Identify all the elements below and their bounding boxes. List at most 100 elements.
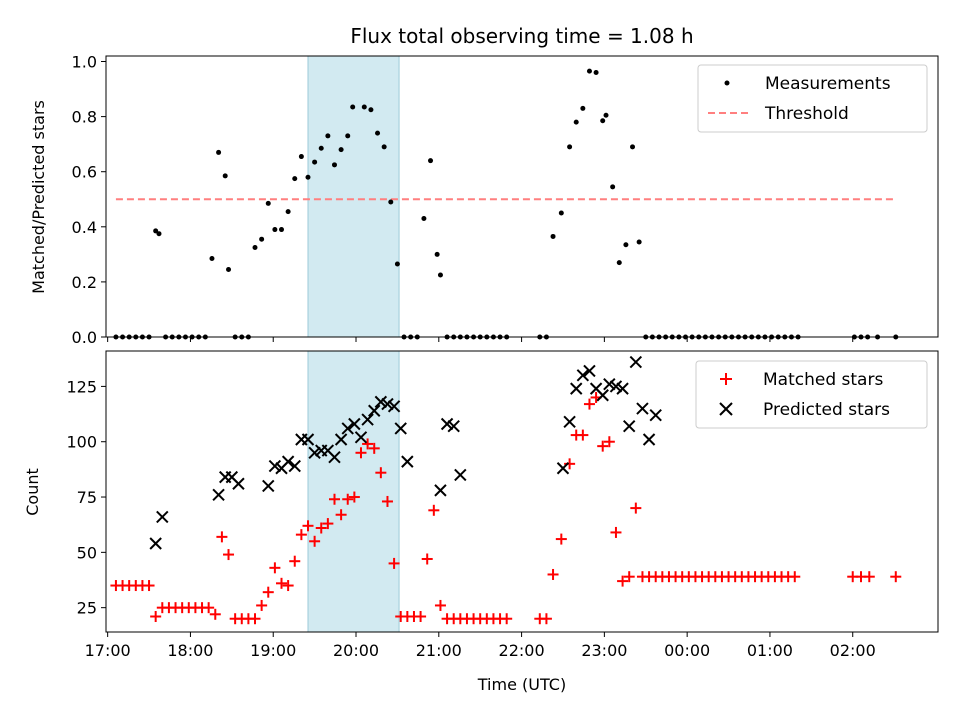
top-point xyxy=(298,154,304,160)
top-point xyxy=(325,133,331,139)
top-plot-area: 0.0 0.2 0.4 0.6 0.8 1.0 xyxy=(72,53,939,347)
bottom-matched-point xyxy=(342,493,354,505)
bottom-matched-point xyxy=(209,608,221,620)
bottom-matched-point xyxy=(315,522,327,534)
bottom-matched-point xyxy=(630,502,642,514)
top-point xyxy=(292,176,298,182)
bottom-predicted-point xyxy=(649,408,662,422)
bottom-y-tick-label: 50 xyxy=(77,543,97,562)
bottom-y-axis-label: Count xyxy=(23,468,42,516)
bottom-x-axis-label: Time (UTC) xyxy=(477,675,566,694)
top-point xyxy=(285,209,291,215)
bottom-predicted-point xyxy=(609,380,623,393)
bottom-matched-point xyxy=(428,504,440,516)
bottom-predicted-point xyxy=(401,455,414,468)
bottom-predicted-point xyxy=(623,420,636,433)
top-point xyxy=(567,144,573,150)
bottom-matched-point xyxy=(501,613,513,625)
bottom-matched-point xyxy=(362,438,374,450)
top-point xyxy=(550,233,556,239)
top-chart-title: Flux total observing time = 1.08 h xyxy=(350,24,693,48)
bottom-matched-point xyxy=(269,562,281,574)
bottom-x-tick-label: 20:00 xyxy=(333,641,379,660)
bottom-matched-point xyxy=(203,602,215,614)
top-point xyxy=(593,70,599,76)
bottom-y-tick-label: 75 xyxy=(77,488,97,507)
bottom-matched-point xyxy=(302,520,314,532)
bottom-predicted-point xyxy=(232,477,245,490)
top-point xyxy=(361,104,367,110)
bottom-predicted-point xyxy=(603,377,616,391)
bottom-predicted-point xyxy=(616,382,629,395)
bottom-matched-point xyxy=(322,518,334,530)
bottom-predicted-point xyxy=(381,397,394,411)
bottom-matched-point xyxy=(863,571,875,583)
bottom-matched-point xyxy=(434,599,446,611)
bottom-predicted-point xyxy=(563,415,576,429)
top-point xyxy=(252,244,258,250)
bottom-matched-point xyxy=(150,611,162,623)
top-y-tick-label: 0.6 xyxy=(72,163,97,182)
bottom-predicted-point xyxy=(368,404,381,417)
bottom-matched-point xyxy=(289,555,301,567)
matched-stars-legend-marker xyxy=(720,373,732,385)
top-point xyxy=(156,231,162,237)
top-point xyxy=(580,105,586,111)
top-point xyxy=(222,173,228,179)
top-point xyxy=(394,261,400,267)
top-point xyxy=(318,145,324,151)
bottom-predicted-point xyxy=(583,364,596,378)
top-point xyxy=(586,68,592,74)
bottom-predicted-point xyxy=(596,389,609,402)
bottom-x-tick-label: 18:00 xyxy=(167,641,213,660)
bottom-predicted-point xyxy=(394,422,407,435)
bottom-matched-point xyxy=(276,577,288,589)
bottom-matched-point xyxy=(368,442,380,454)
bottom-plot-area: 25 50 75 100 125 17:00 18:00 19:00 20:00 21:00 22:… xyxy=(66,350,939,660)
bottom-x-tick-label: 19:00 xyxy=(250,641,296,660)
bottom-x-tick-label: 21:00 xyxy=(416,641,462,660)
bottom-matched-point xyxy=(355,447,367,459)
bottom-predicted-point xyxy=(212,488,225,502)
bottom-matched-point xyxy=(540,613,552,625)
matched-stars-legend-label: Matched stars xyxy=(763,370,883,390)
top-point xyxy=(623,242,629,248)
bottom-predicted-point xyxy=(447,420,460,433)
predicted-stars-legend-label: Predicted stars xyxy=(763,400,890,420)
top-y-tick-label: 0.2 xyxy=(72,273,97,292)
top-y-axis-label: Matched/Predicted stars xyxy=(29,100,48,294)
bottom-y-tick-label: 25 xyxy=(77,599,97,618)
bottom-matched-point xyxy=(623,571,635,583)
top-point xyxy=(259,236,265,242)
bottom-predicted-point xyxy=(262,479,275,493)
top-highlight-span xyxy=(307,55,400,338)
bottom-matched-point xyxy=(577,429,589,441)
bottom-predicted-point xyxy=(570,382,583,395)
bottom-matched-point xyxy=(564,458,576,470)
bottom-matched-point xyxy=(262,586,274,598)
top-y-tick-label: 0.4 xyxy=(72,218,97,237)
bottom-legend-frame xyxy=(695,360,928,429)
top-point xyxy=(573,119,579,125)
top-point xyxy=(226,267,232,273)
bottom-predicted-point xyxy=(374,395,388,409)
top-point xyxy=(630,144,636,150)
top-legend-frame xyxy=(697,64,928,133)
bottom-predicted-point xyxy=(334,433,348,446)
bottom-matched-point xyxy=(610,526,622,538)
bottom-predicted-point xyxy=(454,468,467,482)
bottom-matched-point xyxy=(143,580,155,592)
bottom-predicted-point xyxy=(341,422,354,435)
bottom-matched-point xyxy=(249,613,261,625)
bottom-matched-point xyxy=(295,529,307,541)
top-point xyxy=(350,104,356,110)
bottom-matched-point xyxy=(547,568,559,580)
top-y-tick-label: 0.8 xyxy=(72,108,97,127)
top-point xyxy=(421,216,427,222)
bottom-predicted-point xyxy=(387,400,401,413)
bottom-matched-point xyxy=(381,495,393,507)
bottom-matched-point xyxy=(328,493,340,505)
bottom-x-tick-label: 22:00 xyxy=(499,641,545,660)
bottom-x-tick-label: 23:00 xyxy=(581,641,627,660)
bottom-matched-point xyxy=(583,398,595,410)
